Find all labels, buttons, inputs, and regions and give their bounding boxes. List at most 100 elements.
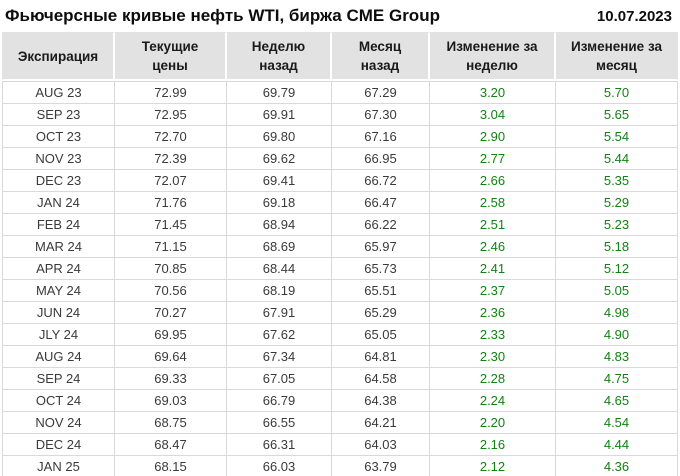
cell-week-change: 2.66 (430, 170, 556, 193)
futures-table: Экспирация Текущие цены Неделю назад Мес… (2, 32, 678, 476)
cell-month-ago: 64.03 (332, 434, 430, 457)
cell-current-price: 72.07 (115, 170, 227, 193)
cell-month-change: 5.70 (556, 81, 678, 105)
cell-week-change: 2.36 (430, 302, 556, 325)
cell-week-ago: 69.18 (227, 192, 332, 215)
cell-current-price: 72.95 (115, 104, 227, 127)
cell-month-change: 4.98 (556, 302, 678, 325)
cell-month-change: 5.35 (556, 170, 678, 193)
cell-month-change: 4.44 (556, 434, 678, 457)
cell-week-ago: 66.55 (227, 412, 332, 435)
cell-expiration: SEP 23 (2, 104, 115, 127)
cell-week-ago: 69.91 (227, 104, 332, 127)
table-row: JAN 25 68.15 66.03 63.79 2.12 4.36 (2, 456, 678, 476)
report-date: 10.07.2023 (596, 8, 672, 25)
cell-expiration: JLY 24 (2, 324, 115, 347)
cell-expiration: OCT 24 (2, 390, 115, 413)
cell-week-change: 2.90 (430, 126, 556, 149)
cell-week-ago: 67.62 (227, 324, 332, 347)
column-header-week-ago: Неделю назад (227, 32, 332, 82)
cell-month-change: 4.36 (556, 456, 678, 476)
table-row: AUG 24 69.64 67.34 64.81 2.30 4.83 (2, 346, 678, 369)
cell-month-ago: 66.72 (332, 170, 430, 193)
cell-week-change: 2.28 (430, 368, 556, 391)
table-row: MAY 24 70.56 68.19 65.51 2.37 5.05 (2, 280, 678, 303)
table-row: DEC 23 72.07 69.41 66.72 2.66 5.35 (2, 170, 678, 193)
cell-month-ago: 66.47 (332, 192, 430, 215)
cell-week-ago: 67.34 (227, 346, 332, 369)
table-row: SEP 24 69.33 67.05 64.58 2.28 4.75 (2, 368, 678, 391)
cell-month-ago: 64.38 (332, 390, 430, 413)
cell-month-change: 4.83 (556, 346, 678, 369)
cell-week-change: 2.41 (430, 258, 556, 281)
cell-month-change: 4.90 (556, 324, 678, 347)
table-row: OCT 23 72.70 69.80 67.16 2.90 5.54 (2, 126, 678, 149)
cell-expiration: AUG 24 (2, 346, 115, 369)
table-row: DEC 24 68.47 66.31 64.03 2.16 4.44 (2, 434, 678, 457)
cell-week-ago: 69.41 (227, 170, 332, 193)
cell-month-ago: 65.29 (332, 302, 430, 325)
cell-week-change: 2.37 (430, 280, 556, 303)
cell-current-price: 68.47 (115, 434, 227, 457)
cell-expiration: JAN 24 (2, 192, 115, 215)
cell-month-change: 5.54 (556, 126, 678, 149)
cell-month-ago: 67.16 (332, 126, 430, 149)
cell-week-change: 2.16 (430, 434, 556, 457)
cell-week-ago: 66.03 (227, 456, 332, 476)
cell-week-change: 2.24 (430, 390, 556, 413)
cell-expiration: OCT 23 (2, 126, 115, 149)
table-row: APR 24 70.85 68.44 65.73 2.41 5.12 (2, 258, 678, 281)
cell-week-ago: 68.44 (227, 258, 332, 281)
cell-expiration: NOV 24 (2, 412, 115, 435)
cell-month-ago: 65.05 (332, 324, 430, 347)
column-header-week-change: Изменение за неделю (430, 32, 556, 82)
column-header-current-price: Текущие цены (115, 32, 227, 82)
cell-expiration: APR 24 (2, 258, 115, 281)
cell-current-price: 69.64 (115, 346, 227, 369)
cell-month-change: 5.44 (556, 148, 678, 171)
cell-month-change: 4.65 (556, 390, 678, 413)
cell-month-ago: 65.97 (332, 236, 430, 259)
cell-expiration: SEP 24 (2, 368, 115, 391)
cell-month-ago: 64.21 (332, 412, 430, 435)
cell-expiration: DEC 24 (2, 434, 115, 457)
cell-current-price: 71.45 (115, 214, 227, 237)
cell-month-ago: 67.29 (332, 81, 430, 105)
cell-month-change: 5.12 (556, 258, 678, 281)
cell-week-ago: 67.05 (227, 368, 332, 391)
cell-month-change: 5.18 (556, 236, 678, 259)
cell-current-price: 69.03 (115, 390, 227, 413)
cell-week-ago: 68.19 (227, 280, 332, 303)
column-header-month-change: Изменение за месяц (556, 32, 678, 82)
cell-month-ago: 64.81 (332, 346, 430, 369)
cell-expiration: AUG 23 (2, 81, 115, 105)
cell-month-change: 5.23 (556, 214, 678, 237)
cell-week-change: 2.46 (430, 236, 556, 259)
cell-month-change: 5.29 (556, 192, 678, 215)
title-bar: Фьючерсные кривые нефть WTI, биржа CME G… (0, 0, 680, 32)
cell-week-ago: 68.94 (227, 214, 332, 237)
cell-week-ago: 66.31 (227, 434, 332, 457)
cell-month-change: 5.05 (556, 280, 678, 303)
cell-current-price: 68.75 (115, 412, 227, 435)
page-title: Фьючерсные кривые нефть WTI, биржа CME G… (5, 6, 440, 25)
cell-expiration: MAR 24 (2, 236, 115, 259)
table-row: JAN 24 71.76 69.18 66.47 2.58 5.29 (2, 192, 678, 215)
table-row: FEB 24 71.45 68.94 66.22 2.51 5.23 (2, 214, 678, 237)
cell-week-ago: 69.80 (227, 126, 332, 149)
cell-current-price: 70.85 (115, 258, 227, 281)
column-header-month-ago: Месяц назад (332, 32, 430, 82)
cell-current-price: 72.39 (115, 148, 227, 171)
table-row: JLY 24 69.95 67.62 65.05 2.33 4.90 (2, 324, 678, 347)
table-body: AUG 23 72.99 69.79 67.29 3.20 5.70 SEP 23 72.95… (2, 81, 678, 476)
cell-expiration: JAN 25 (2, 456, 115, 476)
cell-current-price: 72.70 (115, 126, 227, 149)
cell-month-ago: 63.79 (332, 456, 430, 476)
cell-month-change: 4.75 (556, 368, 678, 391)
cell-month-ago: 66.95 (332, 148, 430, 171)
cell-expiration: JUN 24 (2, 302, 115, 325)
table-row: AUG 23 72.99 69.79 67.29 3.20 5.70 (2, 81, 678, 105)
cell-expiration: MAY 24 (2, 280, 115, 303)
cell-month-ago: 65.73 (332, 258, 430, 281)
cell-current-price: 71.76 (115, 192, 227, 215)
